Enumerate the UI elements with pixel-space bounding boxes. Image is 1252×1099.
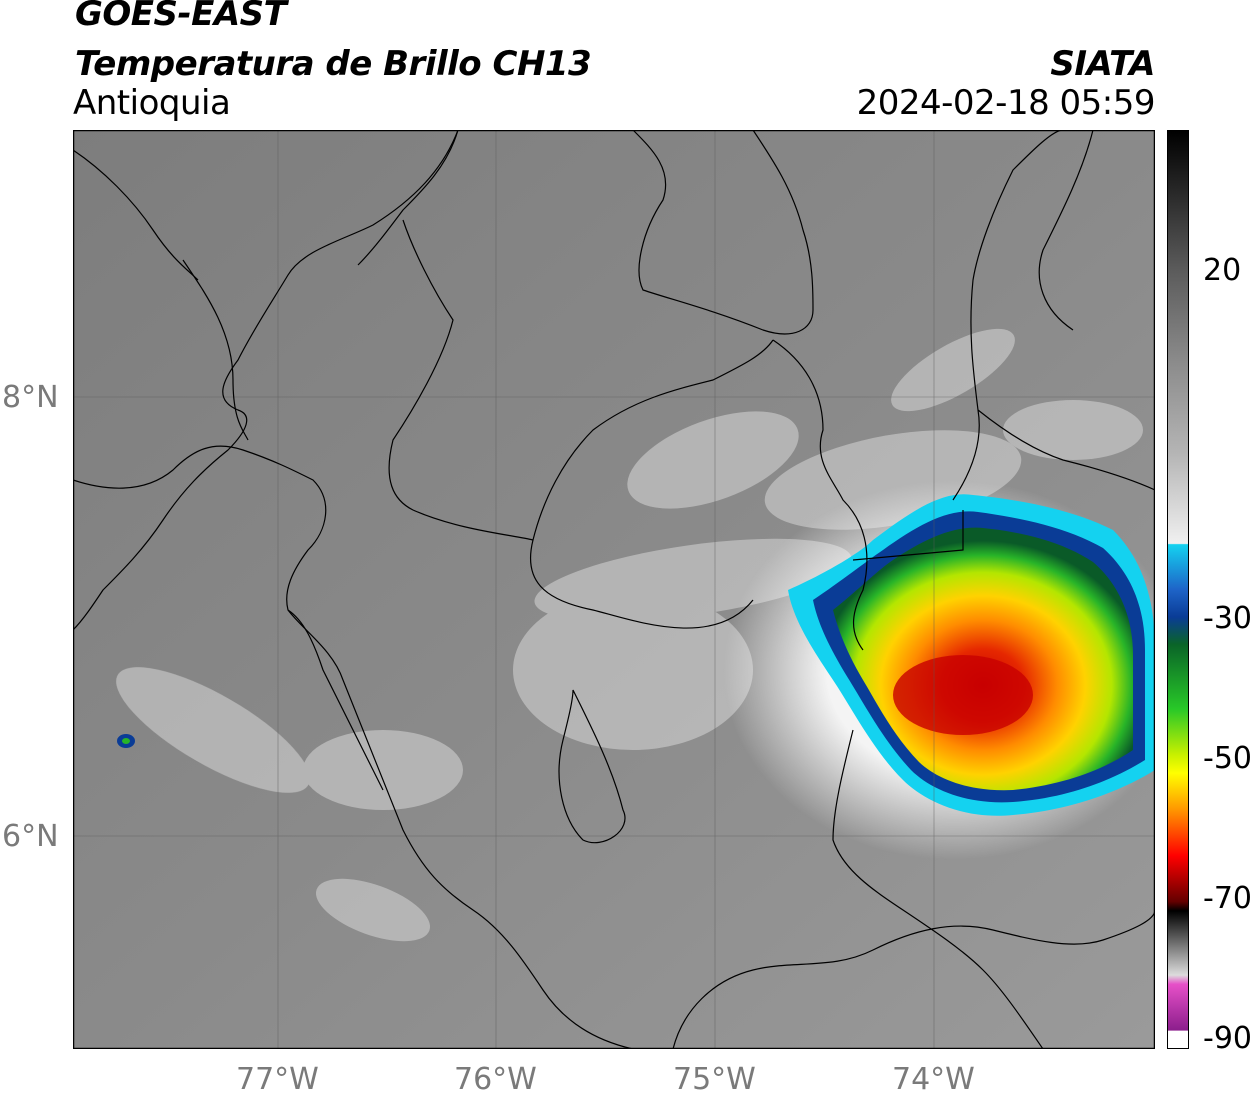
colorbar-tick-20: 20 (1203, 253, 1242, 288)
datetime-label: 2024-02-18 05:59 (856, 83, 1156, 123)
lat-label-6n: 6°N (2, 819, 59, 854)
colorbar-tick-minus30: -30 (1203, 601, 1252, 636)
lon-label-74w: 74°W (892, 1062, 975, 1097)
lat-label-8n: 8°N (2, 380, 59, 415)
satellite-title: GOES-EAST (75, 0, 287, 34)
satellite-map (73, 130, 1155, 1049)
lon-label-77w: 77°W (236, 1062, 319, 1097)
colorbar (1167, 130, 1189, 1049)
lon-label-75w: 75°W (673, 1062, 756, 1097)
agency-label: SIATA (1050, 44, 1155, 84)
product-title: Temperatura de Brillo CH13 (75, 44, 592, 84)
region-label: Antioquia (73, 83, 231, 123)
lon-label-76w: 76°W (454, 1062, 537, 1097)
colorbar-tick-minus70: -70 (1203, 881, 1252, 916)
map-border (73, 130, 1155, 1049)
colorbar-tick-minus90: -90 (1203, 1021, 1252, 1056)
storm-hot-core (893, 655, 1033, 735)
colorbar-tick-minus50: -50 (1203, 741, 1252, 776)
boundaries (73, 130, 1155, 1049)
